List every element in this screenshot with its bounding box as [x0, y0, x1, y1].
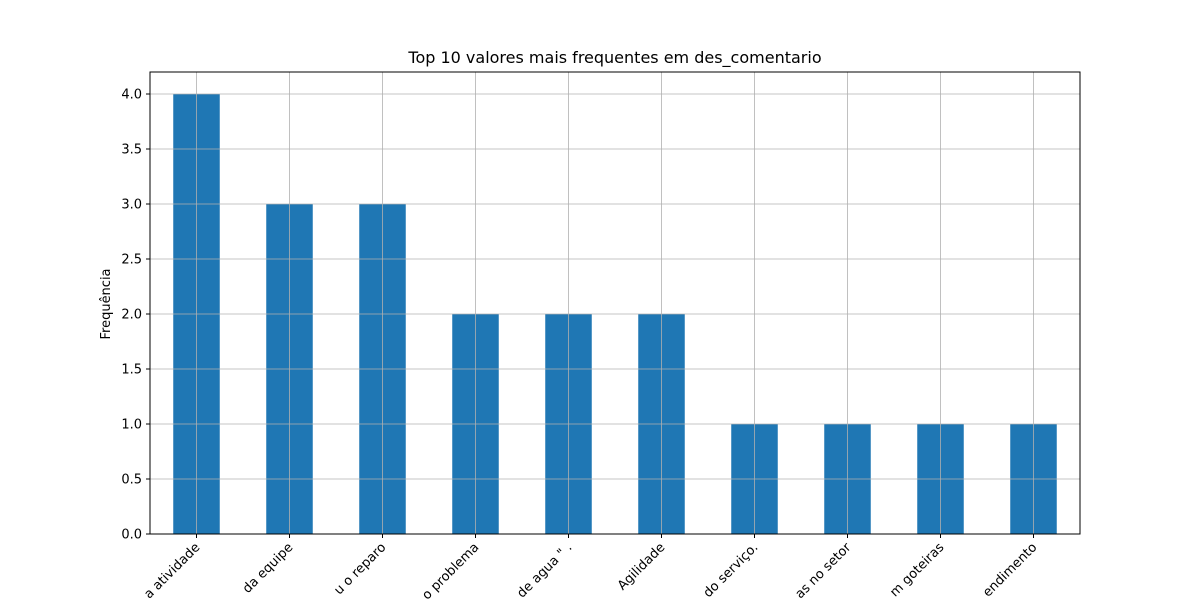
y-tick-label: 0.0: [121, 528, 142, 543]
x-tick-label: as no setor: [793, 540, 855, 600]
axes: [146, 71, 1081, 538]
x-tick-label: endimento: [980, 540, 1040, 600]
y-axis-label: Frequência: [99, 268, 114, 339]
x-tick-label: m goteiras: [887, 540, 947, 600]
y-tick-label: 0.5: [121, 473, 142, 488]
x-tick-label: de agua " .: [514, 540, 575, 600]
y-tick-label: 4.0: [121, 88, 142, 103]
y-tick-label: 2.0: [121, 308, 142, 323]
plot-frame: [149, 71, 1081, 535]
y-tick-label: 2.5: [121, 253, 142, 268]
y-tick-label: 3.5: [121, 143, 142, 158]
y-tick-label: 1.5: [121, 363, 142, 378]
chart-title: Top 10 valores mais frequentes em des_co…: [407, 48, 821, 68]
x-tick-label: Agilidade: [615, 540, 668, 593]
x-tick-label: do serviço.: [701, 540, 762, 600]
y-tick-label: 1.0: [121, 418, 142, 433]
x-tick-label: u o reparo: [332, 540, 390, 598]
x-tick-label: o problema: [420, 540, 483, 600]
grid: [150, 72, 1080, 535]
y-tick-label: 3.0: [121, 198, 142, 213]
x-tick-label: a atividade: [141, 540, 203, 600]
x-tick-label: da equipe: [240, 540, 296, 596]
